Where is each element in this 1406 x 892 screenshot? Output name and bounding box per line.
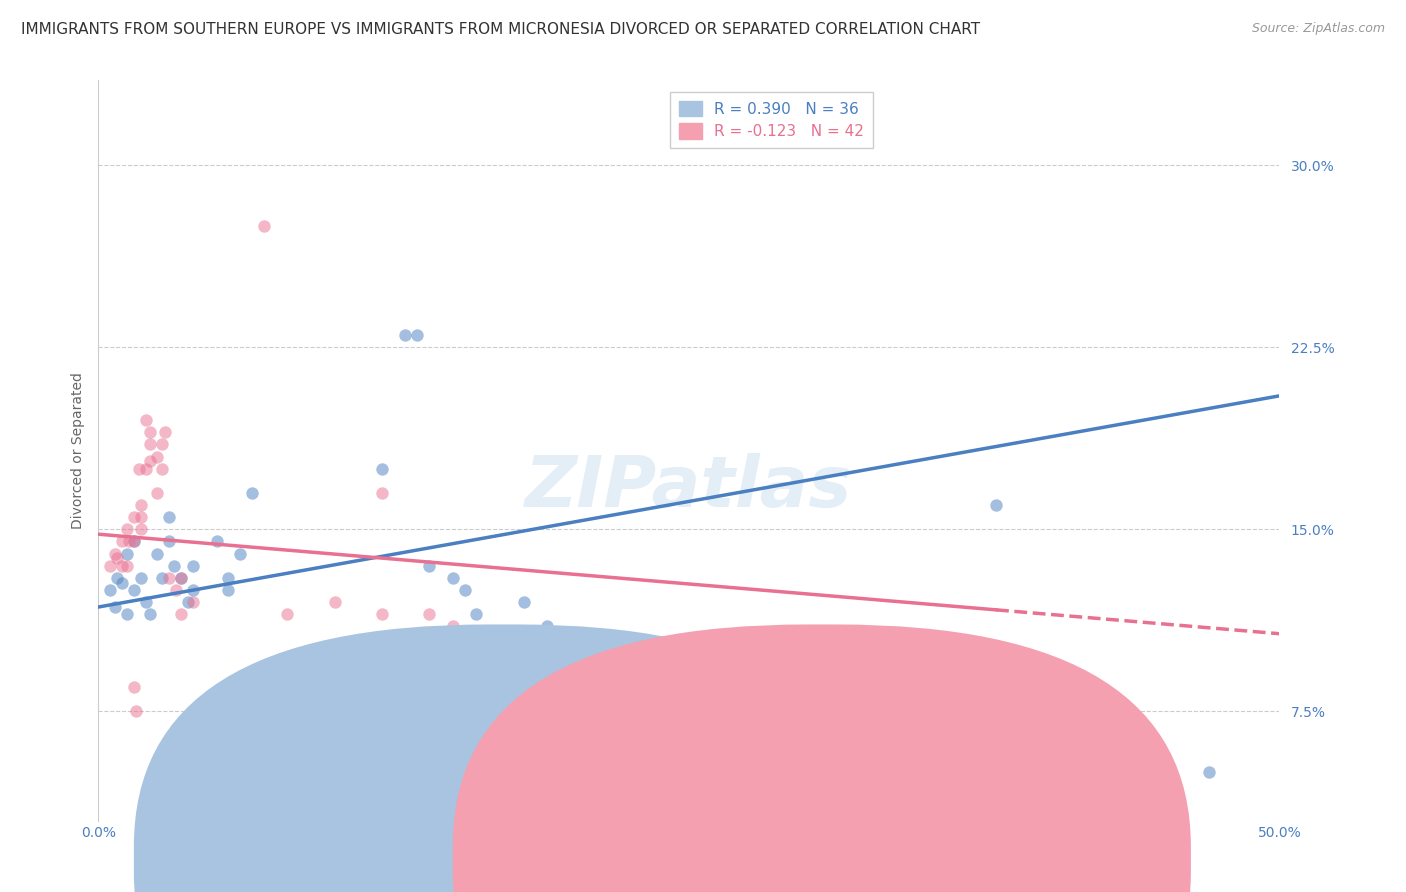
Point bbox=[129, 498, 152, 512]
Point bbox=[394, 328, 416, 343]
Point bbox=[418, 558, 440, 573]
Point bbox=[181, 558, 204, 573]
Point bbox=[139, 607, 162, 622]
Point bbox=[125, 705, 148, 719]
Point bbox=[115, 522, 138, 536]
Point bbox=[678, 753, 700, 767]
Point bbox=[115, 558, 138, 573]
Point bbox=[560, 680, 582, 694]
Text: ZIPatlas: ZIPatlas bbox=[526, 453, 852, 522]
Point bbox=[139, 437, 162, 451]
Point bbox=[111, 558, 134, 573]
Point bbox=[135, 595, 157, 609]
Point bbox=[118, 534, 141, 549]
Point bbox=[512, 595, 534, 609]
Point bbox=[105, 551, 128, 566]
Legend: R = 0.390   N = 36, R = -0.123   N = 42: R = 0.390 N = 36, R = -0.123 N = 42 bbox=[669, 92, 873, 148]
Point bbox=[111, 575, 134, 590]
Point bbox=[139, 454, 162, 468]
Point bbox=[181, 595, 204, 609]
Point bbox=[122, 582, 145, 597]
Point bbox=[217, 571, 239, 585]
Point bbox=[115, 607, 138, 622]
Point bbox=[150, 461, 173, 475]
FancyBboxPatch shape bbox=[134, 624, 872, 892]
Text: IMMIGRANTS FROM SOUTHERN EUROPE VS IMMIGRANTS FROM MICRONESIA DIVORCED OR SEPARA: IMMIGRANTS FROM SOUTHERN EUROPE VS IMMIG… bbox=[21, 22, 980, 37]
Point bbox=[150, 437, 173, 451]
Point bbox=[146, 547, 169, 561]
Text: Immigrants from Micronesia: Immigrants from Micronesia bbox=[845, 853, 1040, 867]
Point bbox=[276, 607, 298, 622]
Point bbox=[135, 413, 157, 427]
Point bbox=[98, 582, 121, 597]
Point bbox=[129, 510, 152, 524]
Point bbox=[253, 219, 276, 233]
Point bbox=[122, 534, 145, 549]
Text: Immigrants from Southern Europe: Immigrants from Southern Europe bbox=[526, 853, 763, 867]
Point bbox=[418, 607, 440, 622]
Point bbox=[748, 712, 770, 726]
Point bbox=[371, 486, 394, 500]
Point bbox=[177, 595, 200, 609]
Point bbox=[240, 486, 263, 500]
Point bbox=[128, 461, 150, 475]
Point bbox=[702, 753, 724, 767]
Point bbox=[104, 547, 127, 561]
Point bbox=[371, 607, 394, 622]
Point bbox=[157, 510, 180, 524]
Point bbox=[441, 571, 464, 585]
Point bbox=[122, 534, 145, 549]
Point bbox=[129, 571, 152, 585]
Point bbox=[122, 510, 145, 524]
FancyBboxPatch shape bbox=[453, 624, 1191, 892]
Text: Source: ZipAtlas.com: Source: ZipAtlas.com bbox=[1251, 22, 1385, 36]
Point bbox=[104, 600, 127, 615]
Point bbox=[406, 328, 429, 343]
Point bbox=[453, 582, 475, 597]
Point bbox=[150, 571, 173, 585]
Point bbox=[139, 425, 162, 440]
Point bbox=[323, 595, 346, 609]
Point bbox=[536, 619, 558, 633]
Point bbox=[157, 571, 180, 585]
Point bbox=[129, 522, 152, 536]
Point bbox=[170, 571, 193, 585]
Point bbox=[163, 558, 186, 573]
Point bbox=[115, 547, 138, 561]
Y-axis label: Divorced or Separated: Divorced or Separated bbox=[70, 372, 84, 529]
Point bbox=[205, 534, 228, 549]
Point bbox=[371, 461, 394, 475]
Point bbox=[170, 571, 193, 585]
Point bbox=[146, 486, 169, 500]
Point bbox=[984, 498, 1007, 512]
Point bbox=[170, 607, 193, 622]
Point bbox=[229, 547, 252, 561]
Point bbox=[98, 558, 121, 573]
Point bbox=[181, 582, 204, 597]
Point bbox=[111, 534, 134, 549]
Point bbox=[135, 461, 157, 475]
Point bbox=[1198, 765, 1220, 780]
Point bbox=[165, 582, 187, 597]
Point bbox=[157, 534, 180, 549]
Point bbox=[153, 425, 176, 440]
Point bbox=[122, 680, 145, 694]
Point bbox=[441, 619, 464, 633]
Point bbox=[105, 571, 128, 585]
Point bbox=[217, 582, 239, 597]
Point bbox=[146, 450, 169, 464]
Point bbox=[465, 607, 488, 622]
